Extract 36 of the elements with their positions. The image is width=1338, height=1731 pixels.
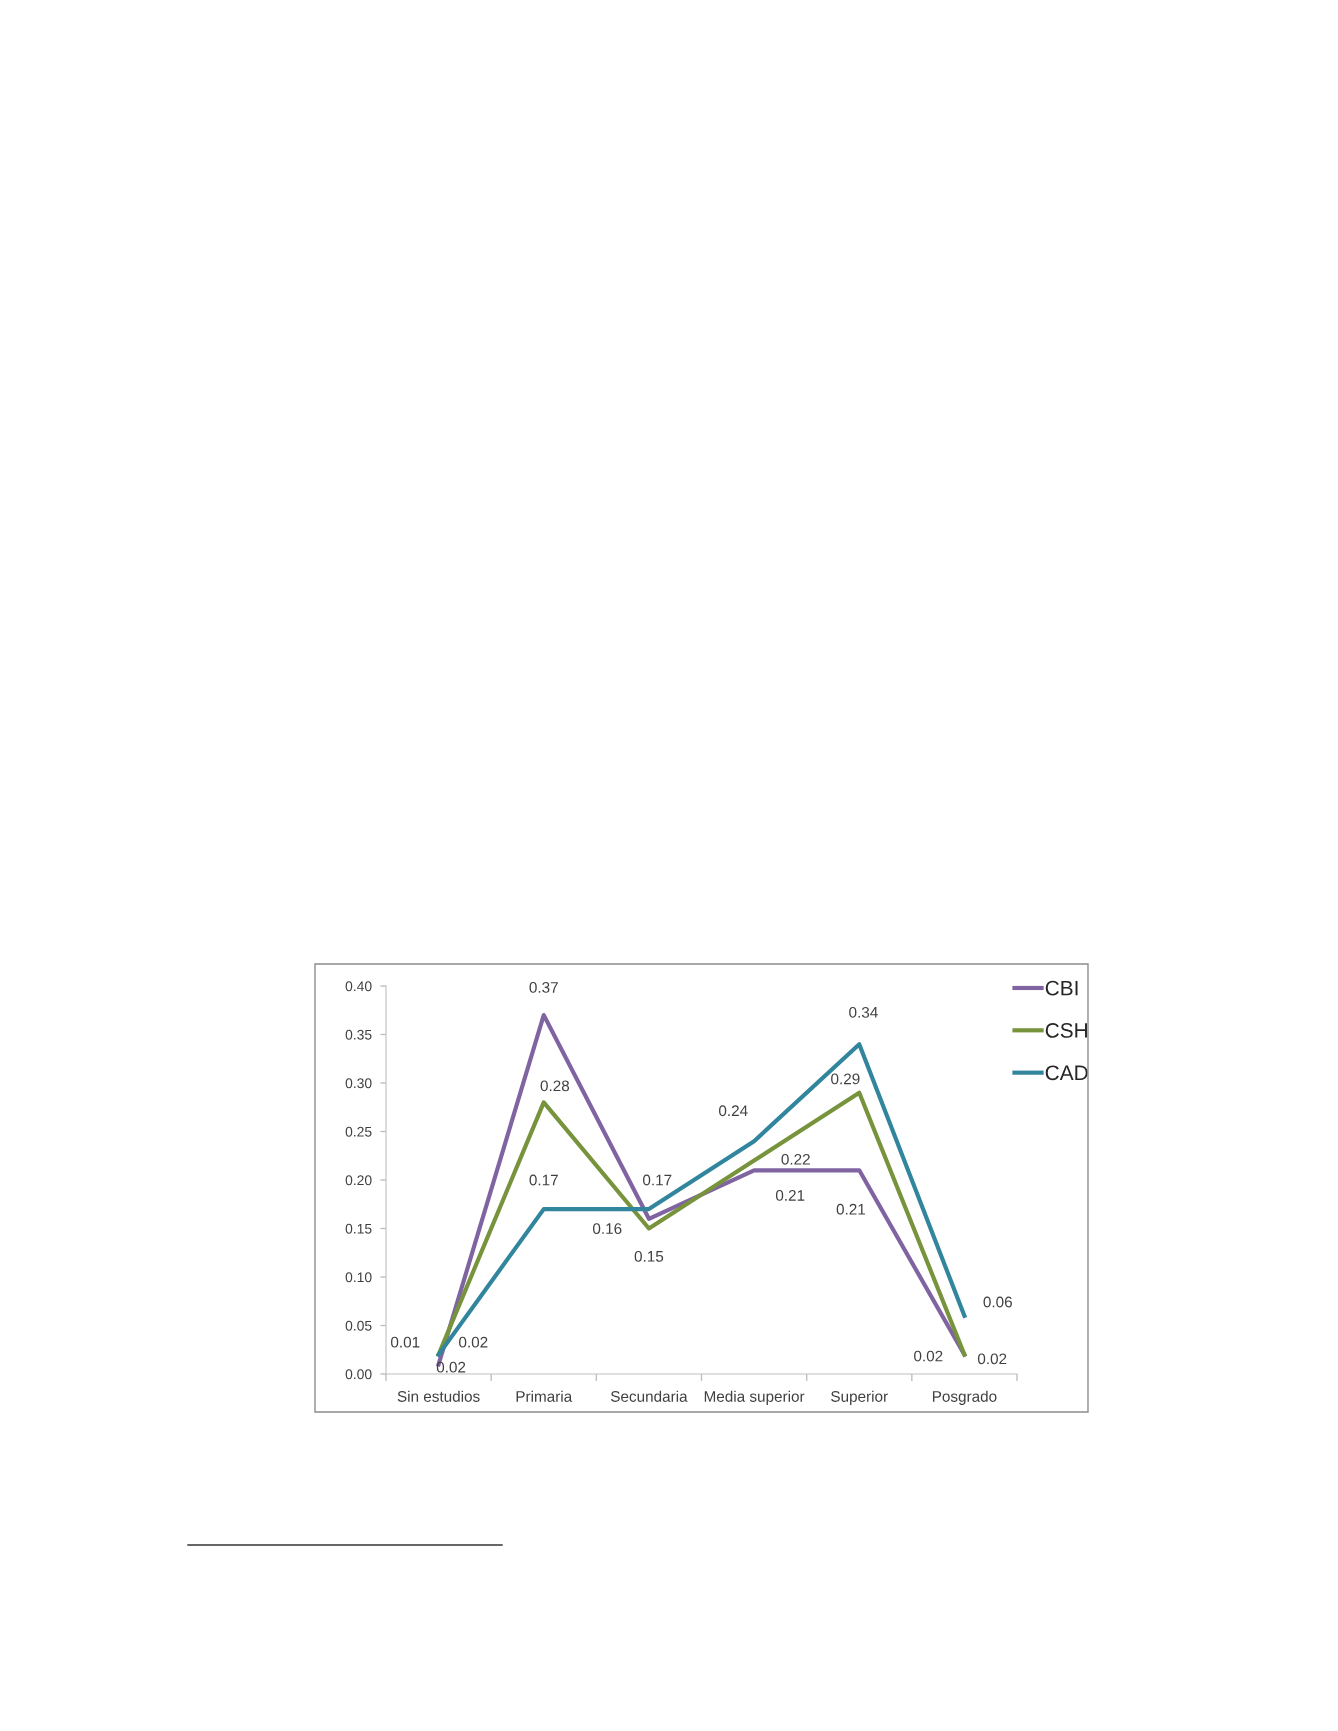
x-tick-label: Primaria [516, 1390, 573, 1402]
y-tick-label: 0.35 [345, 1029, 372, 1040]
data-label: 0.21 [775, 1189, 805, 1201]
data-label: 0.02 [436, 1361, 466, 1373]
data-label: 0.21 [836, 1203, 866, 1215]
y-tick-label: 0.25 [345, 1126, 372, 1137]
data-label: 0.28 [540, 1080, 570, 1092]
legend-label: CAD [1045, 1065, 1088, 1081]
x-tick-label: Secundaria [610, 1390, 688, 1402]
data-label: 0.24 [718, 1105, 748, 1117]
data-label: 0.01 [390, 1336, 420, 1348]
y-tick-label: 0.00 [345, 1369, 372, 1380]
y-tick-label: 0.15 [345, 1223, 372, 1234]
data-label: 0.17 [529, 1174, 558, 1186]
data-label: 0.02 [977, 1353, 1007, 1365]
data-label: 0.22 [781, 1153, 810, 1165]
y-tick-label: 0.05 [345, 1320, 372, 1331]
data-label: 0.37 [529, 981, 558, 993]
legend-label: CSH [1045, 1023, 1087, 1038]
data-label: 0.06 [983, 1296, 1012, 1308]
x-tick-label: Media superior [704, 1390, 805, 1405]
x-tick-label: Superior [831, 1390, 888, 1405]
data-label: 0.17 [642, 1174, 672, 1186]
y-tick-label: 0.20 [345, 1175, 372, 1186]
data-label: 0.34 [849, 1006, 878, 1018]
data-label: 0.16 [592, 1223, 622, 1235]
data-label: 0.02 [914, 1350, 943, 1362]
y-tick-label: 0.40 [345, 981, 372, 992]
y-tick-label: 0.30 [345, 1078, 372, 1089]
data-label: 0.15 [634, 1250, 664, 1262]
x-tick-label: Sin estudios [397, 1390, 480, 1402]
data-label: 0.29 [831, 1073, 860, 1085]
legend-label: CBI [1045, 980, 1078, 996]
data-label: 0.02 [459, 1336, 488, 1348]
y-tick-label: 0.10 [345, 1272, 372, 1283]
x-tick-label: Posgrado [932, 1390, 997, 1405]
